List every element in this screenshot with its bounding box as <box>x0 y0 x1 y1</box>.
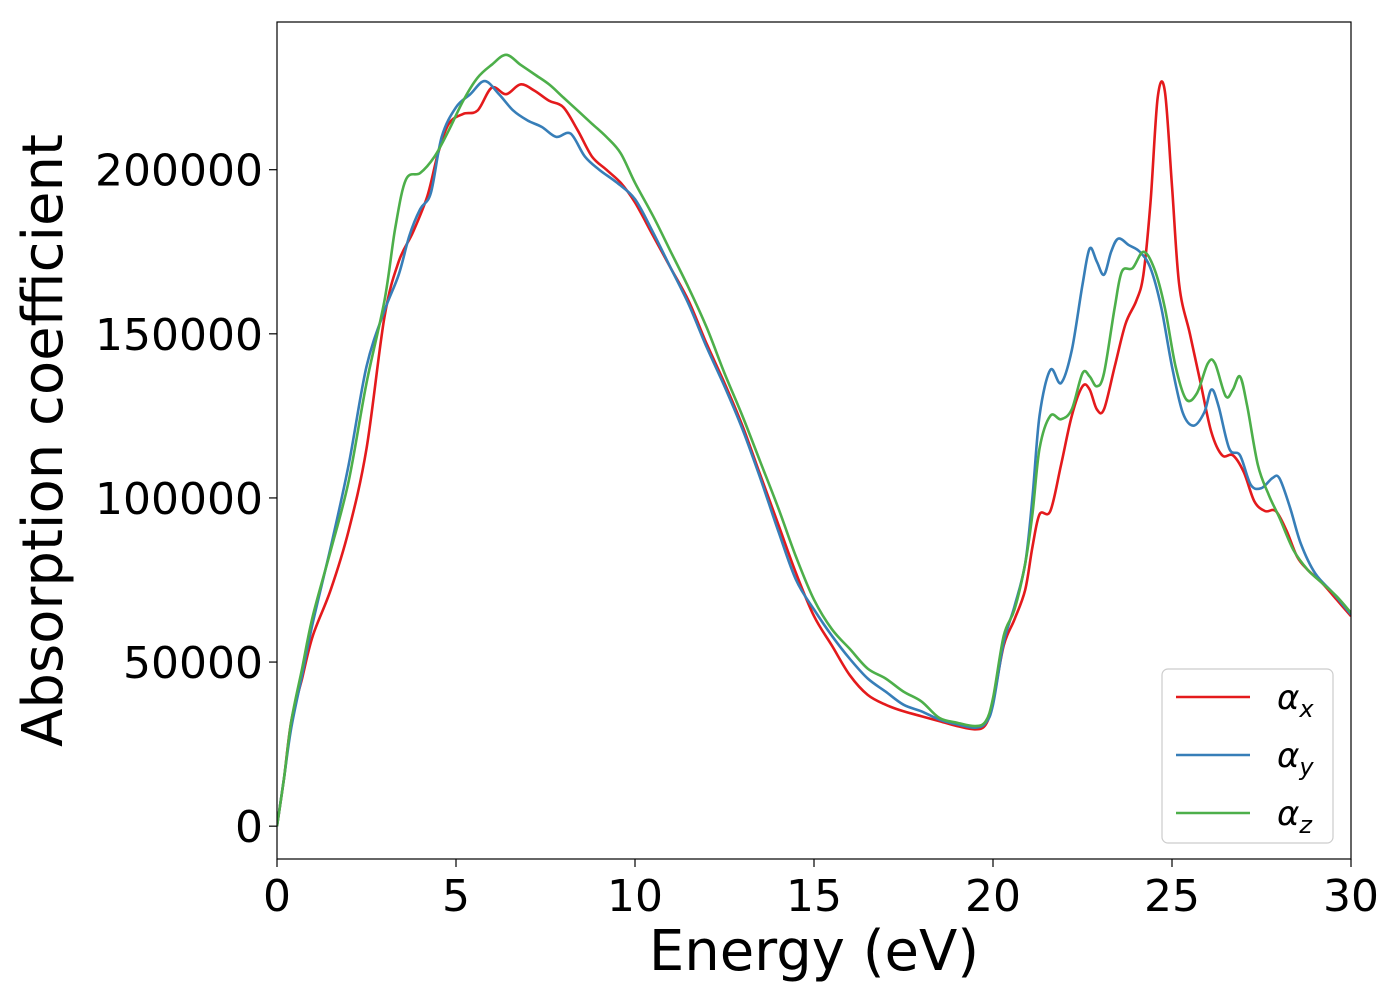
x-tick-label: 5 <box>442 871 470 922</box>
x-axis-title: Energy (eV) <box>649 919 979 984</box>
y-tick-label: 50000 <box>123 638 263 689</box>
x-tick-label: 15 <box>786 871 842 922</box>
y-axis-ticks: 0 50000 100000 150000 200000 <box>95 146 277 853</box>
y-axis-title: Absorption coefficient <box>11 134 76 747</box>
series-line-2 <box>277 79 1351 827</box>
x-axis-ticks: 0 5 10 15 20 25 30 <box>263 859 1379 922</box>
y-tick-label: 100000 <box>95 474 263 525</box>
x-tick-label: 10 <box>607 871 663 922</box>
legend-label-2: αy <box>1277 736 1314 781</box>
legend: αx αy αz <box>1161 668 1334 844</box>
y-tick-label: 200000 <box>95 146 263 197</box>
x-tick-label: 20 <box>965 871 1021 922</box>
x-tick-label: 30 <box>1323 871 1379 922</box>
legend-label-3: αz <box>1277 794 1313 839</box>
legend-label-1: αx <box>1277 678 1314 723</box>
y-tick-label: 0 <box>235 802 263 853</box>
series-layer <box>277 53 1351 827</box>
series-line-3 <box>277 53 1351 827</box>
y-tick-label: 150000 <box>95 310 263 361</box>
x-tick-label: 25 <box>1144 871 1200 922</box>
x-tick-label: 0 <box>263 871 291 922</box>
